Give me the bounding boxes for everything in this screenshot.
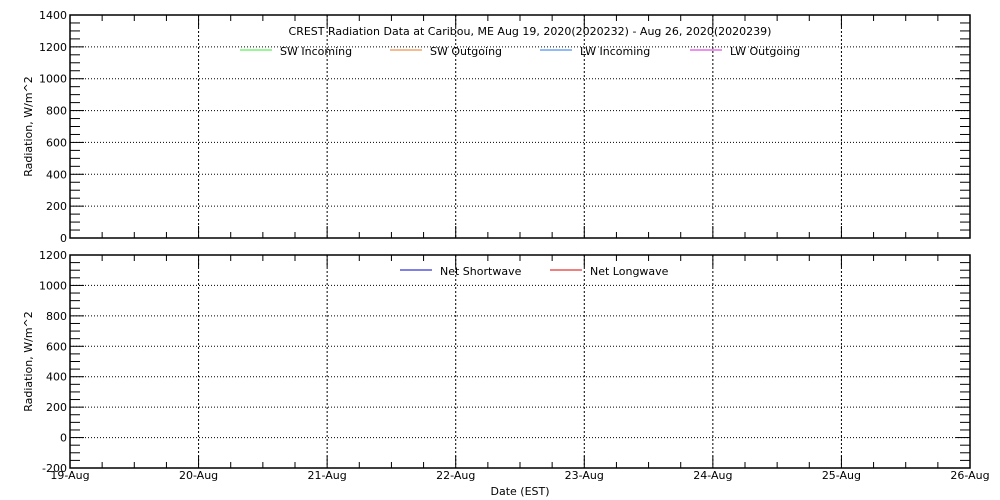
y-tick-label: 800: [46, 310, 67, 323]
y-tick-label: -200: [42, 462, 67, 475]
legend-label: SW Incoming: [280, 45, 352, 58]
legend-label: LW Outgoing: [730, 45, 800, 58]
legend-label: SW Outgoing: [430, 45, 502, 58]
x-tick-label: 26-Aug: [950, 469, 989, 482]
x-tick-label: 21-Aug: [308, 469, 347, 482]
y-tick-label: 1000: [39, 279, 67, 292]
y-axis-label: Radiation, W/m^2: [22, 311, 35, 412]
legend-label: Net Shortwave: [440, 265, 522, 278]
y-tick-label: 0: [60, 432, 67, 445]
legend-label: LW Incoming: [580, 45, 650, 58]
chart-title: CREST Radiation Data at Caribou, ME Aug …: [289, 25, 772, 38]
legend-label: Net Longwave: [590, 265, 669, 278]
x-tick-label: 25-Aug: [822, 469, 861, 482]
y-tick-label: 1200: [39, 41, 67, 54]
x-axis-label: Date (EST): [490, 485, 549, 498]
plot-frame: [69, 254, 971, 469]
x-tick-label: 19-Aug: [50, 469, 89, 482]
x-tick-label: 22-Aug: [436, 469, 475, 482]
y-tick-label: 1400: [39, 9, 67, 22]
y-axis-label: Radiation, W/m^2: [22, 76, 35, 177]
y-tick-label: 400: [46, 168, 67, 181]
y-tick-label: 600: [46, 340, 67, 353]
plot-frame: [69, 14, 971, 239]
y-tick-label: 200: [46, 200, 67, 213]
x-tick-label: 24-Aug: [693, 469, 732, 482]
y-tick-label: 800: [46, 105, 67, 118]
y-tick-label: 0: [60, 232, 67, 245]
y-tick-label: 1000: [39, 73, 67, 86]
y-tick-label: 1200: [39, 249, 67, 262]
y-tick-label: 200: [46, 401, 67, 414]
x-tick-label: 20-Aug: [179, 469, 218, 482]
y-tick-label: 600: [46, 136, 67, 149]
x-tick-label: 23-Aug: [565, 469, 604, 482]
y-tick-label: 400: [46, 371, 67, 384]
